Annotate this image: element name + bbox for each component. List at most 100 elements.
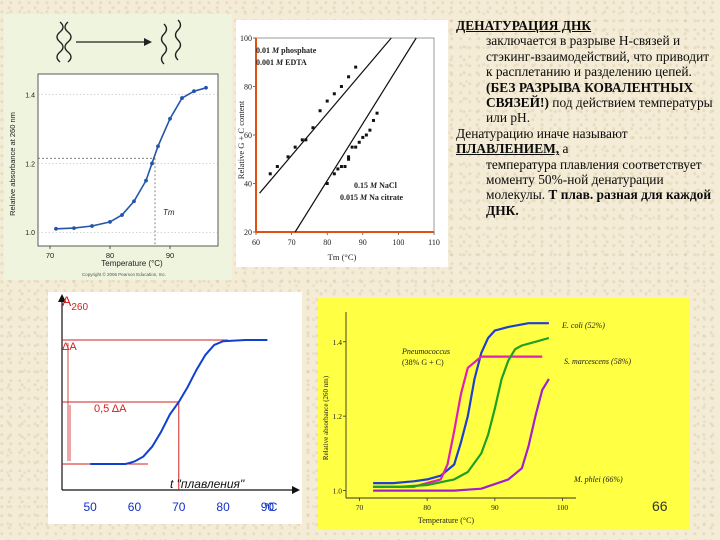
a260-schematic-panel: 50 60 70 80 90 A260 ΔA 0,5 ΔA t "плавления" … [48, 292, 302, 524]
phosphate-point [304, 138, 308, 142]
x-tick-label: 80 [216, 500, 230, 514]
y-tick-label: 40 [244, 180, 252, 189]
data-point [180, 96, 184, 100]
x-tick-label: 90 [261, 500, 275, 514]
series-label-ecoli: E. coli (52%) [561, 321, 605, 330]
x-tick-label: 80 [106, 251, 114, 260]
phosphate-point [325, 99, 329, 103]
x-tick-label: 60 [128, 500, 142, 514]
x-tick-label: 100 [392, 238, 404, 247]
x-tick-label: 90 [491, 503, 499, 512]
phosphate-point [268, 172, 272, 176]
x-axis-arrow [292, 486, 300, 494]
series-line-0 [373, 322, 549, 485]
data-point [204, 85, 208, 90]
helix-icon [56, 21, 72, 63]
data-point [72, 226, 76, 231]
x-tick-label: 70 [46, 251, 54, 260]
species-melting-chart: 1.0 1.2 1.4 70 80 90 100 Relative absorbance (… [322, 312, 631, 525]
x-tick-label: 80 [423, 503, 431, 512]
data-point [156, 144, 160, 149]
series-label-marcescens: S. marcescens (58%) [564, 357, 631, 366]
data-point [54, 226, 58, 231]
y-tick-label: 60 [244, 131, 252, 140]
denaturation-text: ДЕНАТУРАЦИЯ ДНК заключается в разрыве Н-… [456, 18, 718, 218]
paragraph-3: температура плавления соответствует моме… [486, 156, 712, 218]
nacl-point [354, 145, 358, 149]
nacl-point [375, 111, 379, 115]
x-axis-label: Temperature (°C) [418, 516, 475, 525]
y-tick-label: 1.4 [25, 93, 35, 100]
melting-curve-panel: 1.0 1.2 1.4 70 80 90 Tm Relative absorbance at… [4, 14, 232, 280]
data-point [132, 199, 136, 204]
y-tick-label: 1.4 [333, 338, 343, 347]
tm-label: Tm [163, 208, 175, 217]
a260-label: A260 [62, 293, 88, 313]
x-tick-label: 70 [356, 503, 364, 512]
x-tick-label: 80 [323, 238, 331, 247]
y-tick-label: 1.0 [333, 487, 343, 496]
nacl-point [350, 145, 354, 149]
paragraph-2: Денатурацию иначе называют ПЛАВЛЕНИЕМ, а [456, 125, 628, 157]
a260-schematic-chart: 50 60 70 80 90 A260 ΔA 0,5 ΔA t "плавления" … [58, 293, 300, 514]
plot-area [255, 37, 435, 233]
melting-curve-chart: 1.0 1.2 1.4 70 80 90 Tm Relative absorbance at… [4, 14, 232, 280]
phosphate-point [332, 92, 336, 96]
separated-strands-icon [160, 19, 182, 65]
legend-phosphate: 0.01 M phosphate 0.001 M EDTA [256, 46, 318, 67]
nacl-point [336, 167, 340, 171]
page-title: ДЕНАТУРАЦИЯ ДНК [456, 18, 592, 33]
data-point [108, 220, 112, 224]
series-label-phlei: M. phlei (66%) [573, 475, 623, 484]
t-melting-label: t "плавления" [170, 477, 245, 491]
nacl-point [357, 140, 361, 144]
x-tick-label: 50 [83, 500, 97, 514]
x-unit-label: °C [264, 500, 278, 514]
y-axis-label: Relative absorbance at 260 nm [8, 112, 17, 216]
nacl-point [347, 157, 351, 161]
fit-line [259, 37, 392, 194]
x-tick-label: 90 [359, 238, 367, 247]
species-melting-panel: 1.0 1.2 1.4 70 80 90 100 Relative absorbance (… [318, 298, 690, 530]
nacl-point [364, 133, 368, 137]
copyright-text: Copyright © 2006 Pearson Education, Inc. [82, 271, 166, 277]
nacl-point [339, 165, 343, 169]
series-line-2 [373, 336, 550, 488]
nacl-point [361, 135, 365, 139]
gc-content-panel: 20 40 60 80 100 60 70 80 90 100 110 Relative G + C… [236, 20, 448, 267]
nacl-point [332, 172, 336, 176]
phosphate-point [318, 109, 322, 113]
phosphate-point [339, 85, 343, 88]
delta-a-label: ΔA [62, 341, 77, 353]
absorbance-curve [90, 339, 268, 465]
paragraph-1: заключается в разрыве Н-связей и стэкинг… [486, 33, 713, 126]
nacl-point [371, 118, 375, 122]
y-axis-label: Relative G + C content [236, 100, 246, 179]
x-tick-label: 60 [252, 238, 260, 247]
series-line-1 [373, 355, 543, 488]
y-tick-label: 1.0 [25, 230, 35, 237]
x-tick-label: 110 [428, 238, 440, 247]
data-point [90, 224, 94, 228]
arrow-icon [76, 38, 152, 46]
series-label-pneumococcus: Pneumococcus (38% G + C) [401, 347, 452, 367]
nacl-point [347, 155, 351, 159]
fit-line [294, 37, 417, 233]
nacl-point [368, 128, 372, 132]
data-point [144, 178, 148, 183]
data-point [150, 161, 154, 166]
phosphate-point [347, 75, 351, 79]
legend-nacl: 0.15 M NaCl 0.015 M Na citrate [340, 181, 404, 202]
data-point [168, 116, 172, 121]
y-tick-label: 1.2 [333, 412, 343, 421]
data-point [192, 89, 196, 94]
x-axis-label: Tm (°C) [328, 252, 357, 262]
y-tick-label: 80 [244, 83, 252, 92]
phosphate-point [354, 65, 358, 69]
y-tick-label: 20 [244, 228, 252, 237]
nacl-point [325, 182, 329, 185]
phosphate-point [293, 145, 297, 149]
x-tick-label: 70 [172, 500, 186, 514]
gc-content-chart: 20 40 60 80 100 60 70 80 90 100 110 Relative G + C… [236, 34, 440, 262]
phosphate-point [286, 155, 290, 159]
